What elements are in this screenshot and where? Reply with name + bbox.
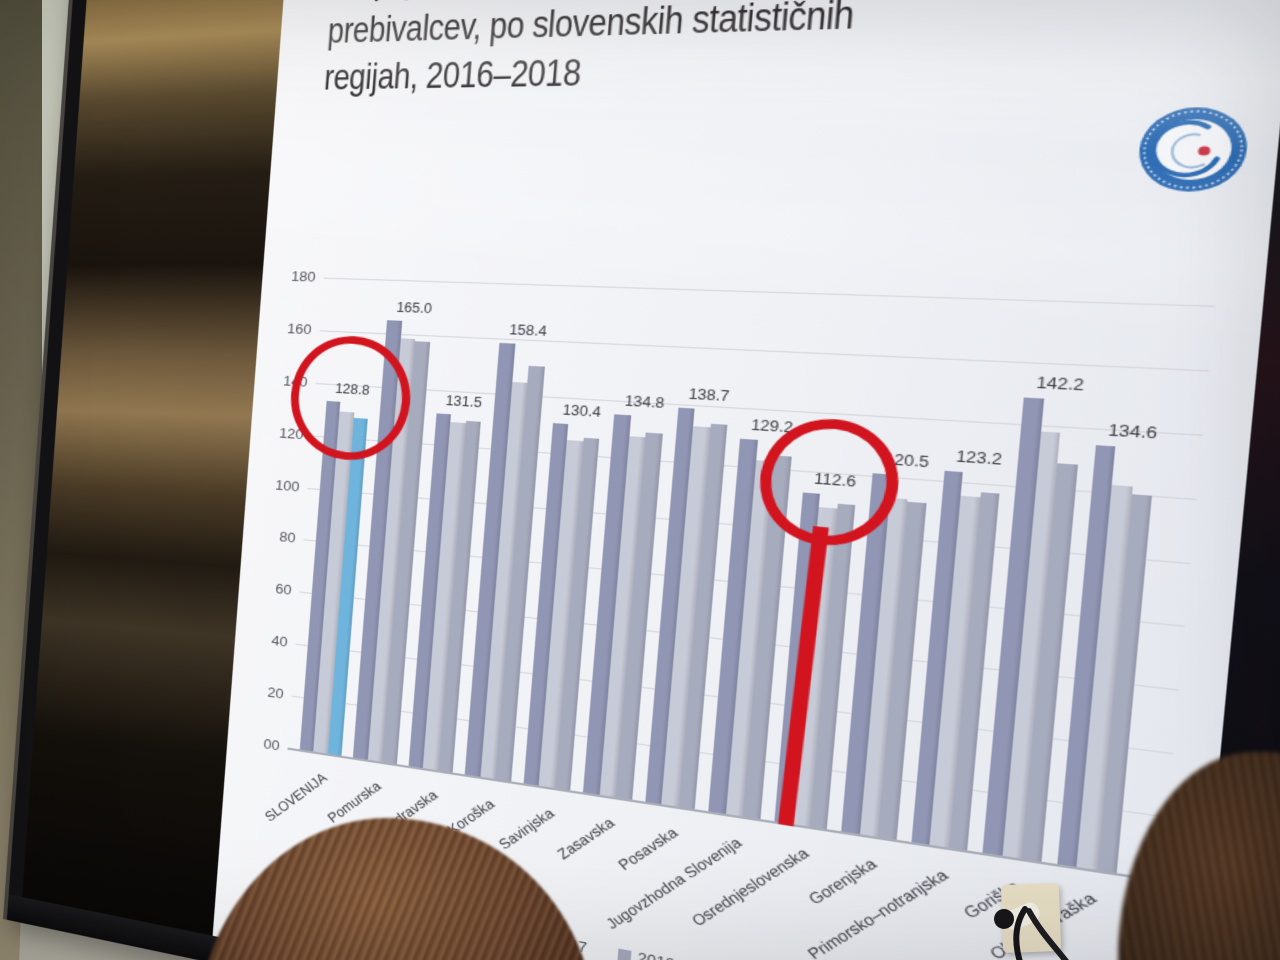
tv-bezel: Stopnje hospitalizacije zaradi bolezni n…	[3, 0, 1280, 960]
y-axis-tick-label: 160	[286, 320, 313, 338]
presentation-slide: Stopnje hospitalizacije zaradi bolezni n…	[212, 0, 1280, 960]
chart-gridline	[319, 330, 1209, 372]
bar-value-label: 165.0	[395, 299, 433, 317]
x-axis-category-label: Posavska	[614, 824, 681, 874]
y-axis-tick-label: 100	[274, 476, 301, 495]
bar-value-label: 158.4	[508, 321, 548, 340]
tv-screen: Stopnje hospitalizacije zaradi bolezni n…	[22, 0, 1280, 960]
institution-logo-icon	[1136, 106, 1252, 193]
y-axis-tick-label: 20	[266, 683, 285, 703]
x-axis-category-label: Savinjska	[495, 804, 558, 853]
bar-value-label: 134.6	[1107, 421, 1159, 443]
legend-label: 2018	[637, 950, 675, 960]
x-axis-category-label: Jugovzhodna Slovenija	[602, 834, 746, 933]
y-axis-tick-label: 60	[274, 580, 293, 599]
y-axis-tick-label: 180	[290, 267, 317, 285]
bar-value-label: 123.2	[955, 447, 1003, 469]
annotation-red-circle-slovenija	[290, 334, 411, 461]
bar-value-label: 142.2	[1035, 373, 1085, 395]
tv-display: Stopnje hospitalizacije zaradi bolezni n…	[3, 0, 1280, 960]
power-cable	[1013, 906, 1069, 960]
chart-gridline	[323, 277, 1215, 307]
y-axis-tick-label: 40	[270, 632, 289, 651]
bar-value-label: 131.5	[444, 392, 483, 411]
bar-value-label: 138.7	[687, 385, 731, 405]
y-axis-tick-label: 80	[278, 528, 297, 547]
x-axis-category-label: Zasavska	[554, 814, 619, 863]
y-axis-tick-label: 00	[262, 735, 281, 754]
x-axis-category-label: Gorenjska	[805, 854, 881, 909]
slide-title: Stopnje hospitalizacije zaradi bolezni n…	[322, 0, 1066, 101]
legend-item-2018: 2018	[617, 946, 675, 960]
x-axis-category-label: SLOVENIJA	[261, 769, 330, 825]
legend-swatch-icon	[617, 948, 632, 960]
